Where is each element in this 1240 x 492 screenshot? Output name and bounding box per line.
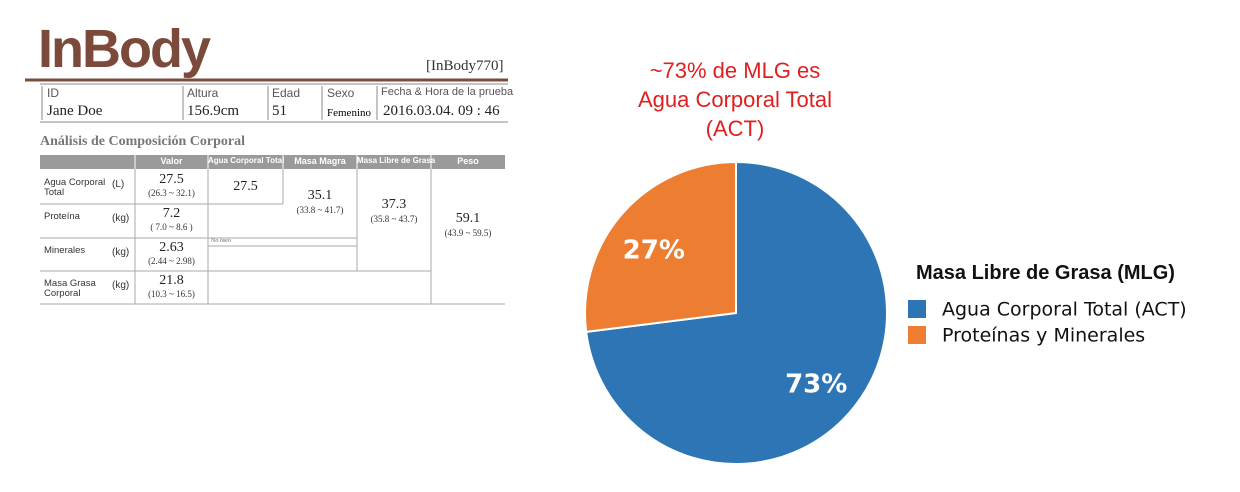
field-value: 156.9cm bbox=[187, 103, 240, 119]
cell-range: (35.8 ~ 43.7) bbox=[370, 214, 418, 224]
field-value: Femenino bbox=[327, 107, 371, 119]
legend-label: Agua Corporal Total (ACT) bbox=[942, 299, 1187, 321]
row-unit: (kg) bbox=[112, 247, 130, 258]
legend-title: Masa Libre de Grasa (MLG) bbox=[916, 262, 1175, 284]
row-range: (2.44 ~ 2.98) bbox=[148, 256, 195, 266]
pie-slice bbox=[584, 160, 737, 334]
field-value: 51 bbox=[272, 103, 287, 119]
chart-title-line: Agua Corporal Total bbox=[637, 87, 833, 112]
chart-title-line: (ACT) bbox=[705, 116, 765, 141]
chart-title-line: ~73% de MLG es bbox=[649, 58, 821, 83]
field-label: Altura bbox=[187, 86, 219, 100]
chart-title: ~73% de MLG es Agua Corporal Total (ACT) bbox=[600, 56, 870, 143]
field-label: Edad bbox=[272, 86, 301, 100]
row-value: 7.2 bbox=[162, 206, 181, 221]
slice-label: 73% bbox=[785, 369, 847, 399]
cell-value: 37.3 bbox=[381, 197, 407, 212]
cell-range: (33.8 ~ 41.7) bbox=[296, 205, 344, 215]
cell-value: 59.1 bbox=[455, 211, 481, 226]
header-dividers bbox=[134, 155, 432, 169]
separators bbox=[41, 86, 378, 120]
column-header: Masa Libre de Grasa bbox=[357, 156, 436, 165]
logo: InBody bbox=[38, 19, 211, 79]
row-range: (10.3 ~ 16.5) bbox=[148, 289, 195, 299]
note: No óseo bbox=[211, 238, 231, 244]
row-unit: (kg) bbox=[112, 213, 130, 224]
cell-range: (43.9 ~ 59.5) bbox=[444, 228, 492, 238]
field-value: Jane Doe bbox=[47, 103, 103, 119]
row-unit: (kg) bbox=[112, 280, 130, 291]
field-value: 2016.03.04. 09 : 46 bbox=[383, 103, 500, 119]
row-label: Masa Grasa Corporal bbox=[44, 278, 96, 299]
model: [InBody770] bbox=[426, 58, 504, 74]
legend-swatch bbox=[908, 326, 926, 344]
section-title: Análisis de Composición Corporal bbox=[40, 134, 245, 149]
cell-value: 27.5 bbox=[233, 179, 258, 194]
column-header: Masa Magra bbox=[294, 156, 346, 166]
field-label: Sexo bbox=[327, 86, 355, 100]
cell-value: 35.1 bbox=[307, 188, 333, 203]
row-range: ( 7.0 ~ 8.6 ) bbox=[150, 222, 193, 232]
slice-label: 27% bbox=[623, 236, 685, 266]
row-range: (26.3 ~ 32.1) bbox=[148, 188, 195, 198]
column-header: Agua Corporal Total bbox=[208, 156, 285, 165]
row-unit: (L) bbox=[112, 179, 125, 190]
row-label: Minerales bbox=[44, 245, 86, 256]
row-label: Proteína bbox=[44, 211, 80, 222]
field-label: Fecha & Hora de la prueba bbox=[381, 86, 514, 98]
field-label: ID bbox=[47, 86, 59, 100]
row-value: 21.8 bbox=[159, 273, 184, 288]
column-header: Peso bbox=[457, 156, 479, 166]
column-header: Valor bbox=[160, 156, 183, 166]
legend-swatch bbox=[908, 300, 926, 318]
table-grid bbox=[40, 169, 505, 305]
row-label: Agua Corporal Total bbox=[44, 177, 106, 198]
row-value: 2.63 bbox=[159, 240, 184, 255]
row-value: 27.5 bbox=[159, 172, 184, 187]
legend-label: Proteínas y Minerales bbox=[942, 325, 1145, 347]
table-header-bg bbox=[40, 155, 505, 169]
